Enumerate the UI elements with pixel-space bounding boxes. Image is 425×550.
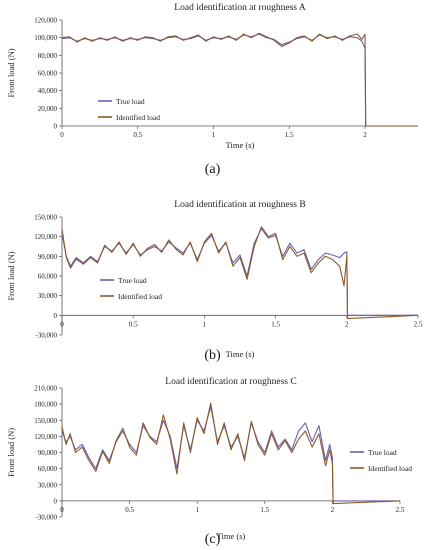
x-tick-label: 2 xyxy=(345,320,349,328)
y-tick-label: 120,000 xyxy=(34,233,57,241)
legend-label: Identified load xyxy=(368,464,412,473)
x-tick-label: 0 xyxy=(60,506,64,514)
y-tick-label: 20,000 xyxy=(38,105,58,113)
x-tick-label: 1 xyxy=(203,320,207,328)
y-tick-label: 90,000 xyxy=(38,253,58,261)
x-tick-label: 0 xyxy=(60,131,64,139)
x-tick-label: 0.5 xyxy=(129,320,138,328)
y-tick-label: -30,000 xyxy=(35,514,57,522)
y-tick-label: 100,000 xyxy=(34,34,57,42)
series-line-identified-load xyxy=(61,32,418,127)
x-tick-label: 1 xyxy=(212,131,216,139)
y-tick-label: 180,000 xyxy=(34,401,57,409)
y-tick-label: 150,000 xyxy=(34,417,57,425)
x-tick-label: 0.5 xyxy=(125,506,134,514)
y-tick-label: 120,000 xyxy=(34,433,57,441)
x-tick-label: 0 xyxy=(60,320,64,328)
y-tick-label: 120,000 xyxy=(34,17,57,25)
y-tick-label: -30,000 xyxy=(35,332,57,340)
x-axis-label: Time (s) xyxy=(226,140,255,150)
y-tick-label: 150,000 xyxy=(34,214,57,222)
y-tick-label: 210,000 xyxy=(34,385,57,393)
x-axis-label: Time (s) xyxy=(217,531,246,541)
y-tick-label: 60,000 xyxy=(38,273,58,281)
y-axis-label: Front load (N) xyxy=(6,251,16,300)
legend-label: True load xyxy=(116,97,145,106)
chart-title: Load identification at roughness A xyxy=(174,2,306,13)
y-tick-label: 60,000 xyxy=(38,70,58,78)
y-tick-label: 60,000 xyxy=(38,465,58,473)
chart-title: Load identification at roughness B xyxy=(174,199,305,210)
y-tick-label: 30,000 xyxy=(38,481,58,489)
panel-label-b: (b) xyxy=(204,348,221,363)
legend-label: True load xyxy=(118,276,147,285)
y-tick-label: 90,000 xyxy=(38,449,58,457)
x-tick-label: 1 xyxy=(195,506,199,514)
x-tick-label: 2 xyxy=(331,506,335,514)
x-tick-label: 1.5 xyxy=(260,506,269,514)
y-tick-label: 0 xyxy=(54,312,58,320)
series-line-true-load xyxy=(61,406,400,502)
chart-title: Load identification at roughness C xyxy=(165,376,296,387)
y-tick-label: 80,000 xyxy=(38,52,58,60)
panel-label-c: (c) xyxy=(204,532,221,547)
series-line-true-load xyxy=(61,228,418,316)
x-tick-label: 2.5 xyxy=(396,506,405,514)
y-tick-label: 0 xyxy=(54,123,58,131)
x-tick-label: 2.5 xyxy=(414,320,423,328)
legend-label: Identified load xyxy=(116,113,160,122)
x-tick-label: 1.5 xyxy=(285,131,294,139)
y-axis-label: Front load (N) xyxy=(6,428,16,477)
x-tick-label: 1.5 xyxy=(271,320,280,328)
y-tick-label: 0 xyxy=(54,497,58,505)
x-tick-label: 2 xyxy=(363,131,367,139)
y-axis-label: Front load (N) xyxy=(6,48,16,97)
series-line-identified-load xyxy=(61,402,401,505)
panel-label-a: (a) xyxy=(204,162,221,177)
series-line-identified-load xyxy=(61,226,419,320)
legend-label: True load xyxy=(368,448,397,457)
x-axis-label: Time (s) xyxy=(226,349,255,359)
legend-label: Identified load xyxy=(118,292,162,301)
y-tick-label: 40,000 xyxy=(38,87,58,95)
y-tick-label: 30,000 xyxy=(38,292,58,300)
x-tick-label: 0.5 xyxy=(133,131,142,139)
